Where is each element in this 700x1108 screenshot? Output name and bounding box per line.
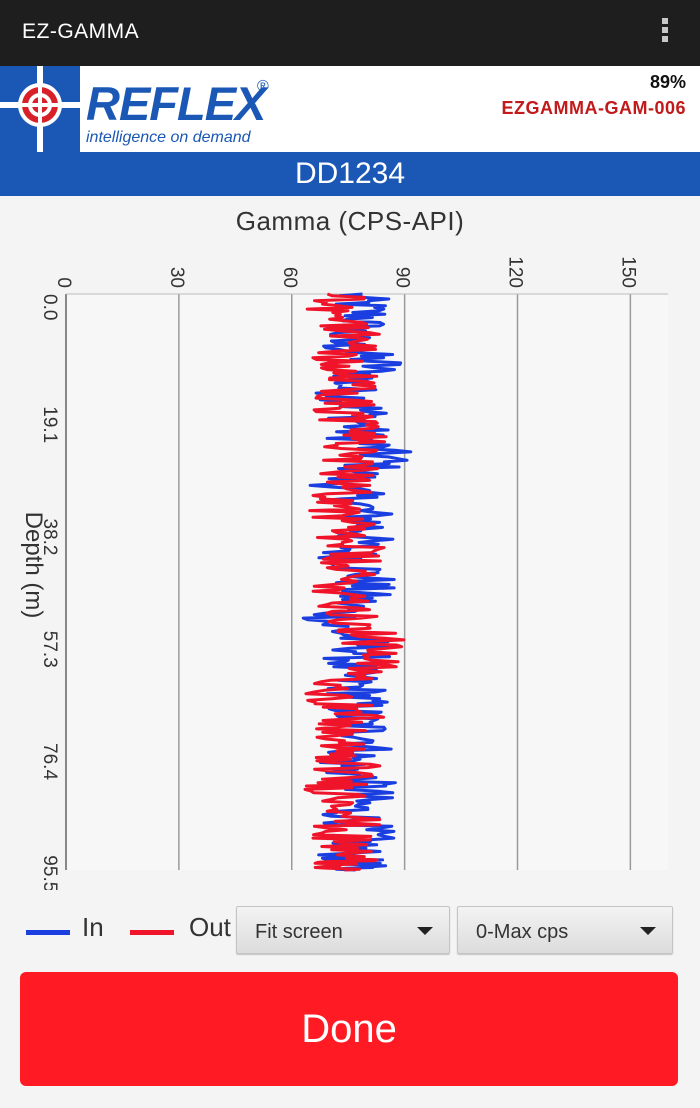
legend-out-swatch (130, 930, 174, 935)
y-tick-label: 19.1 (39, 406, 60, 443)
y-tick-label: 76.4 (39, 743, 60, 780)
chevron-down-icon (640, 927, 656, 935)
legend-out-label: Out (189, 912, 231, 942)
x-tick-label: 0 (53, 277, 74, 288)
x-tick-label: 120 (505, 256, 526, 288)
scale-select-value: Fit screen (255, 921, 343, 943)
app-bar: EZ-GAMMA (0, 0, 700, 66)
brand-tagline: intelligence on demand (86, 129, 251, 146)
chart-title: Gamma (CPS-API) (235, 206, 465, 236)
done-button[interactable]: Done (20, 972, 678, 1086)
x-tick-label: 90 (392, 267, 413, 288)
overflow-menu-icon[interactable] (660, 18, 670, 48)
y-tick-label: 57.3 (39, 631, 60, 668)
y-tick-label: 95.5 (39, 855, 60, 890)
scale-select[interactable]: Fit screen (236, 906, 450, 954)
range-select[interactable]: 0-Max cps (457, 906, 673, 954)
hole-id-bar: DD1234 (0, 152, 700, 196)
y-axis-label: Depth (m) (20, 512, 47, 619)
legend-in-swatch (26, 930, 70, 935)
device-id: EZGAMMA-GAM-006 (501, 98, 686, 118)
battery-level: 89% (649, 72, 686, 92)
brand-header: REFLEX ® intelligence on demand 89% EZGA… (0, 66, 700, 152)
reflex-crosshair-logo (0, 66, 80, 152)
range-select-value: 0-Max cps (476, 921, 569, 943)
legend-in-label: In (82, 912, 104, 942)
x-tick-label: 30 (166, 267, 187, 288)
gamma-depth-chart: 0 30 60 90 120 150 0.0 19.1 38.2 57.3 76.4 95.5 Dep… (20, 256, 668, 890)
chevron-down-icon (417, 927, 433, 935)
y-tick-label: 38.2 (39, 519, 60, 556)
x-tick-label: 60 (279, 267, 300, 288)
app-title: EZ-GAMMA (22, 20, 140, 43)
series-out-line (303, 292, 406, 872)
hole-id: DD1234 (294, 157, 406, 190)
y-tick-label: 0.0 (39, 294, 60, 320)
x-tick-label: 150 (617, 256, 638, 288)
registered-mark: ® (257, 78, 269, 95)
brand-logo-word: REFLEX (86, 77, 266, 130)
